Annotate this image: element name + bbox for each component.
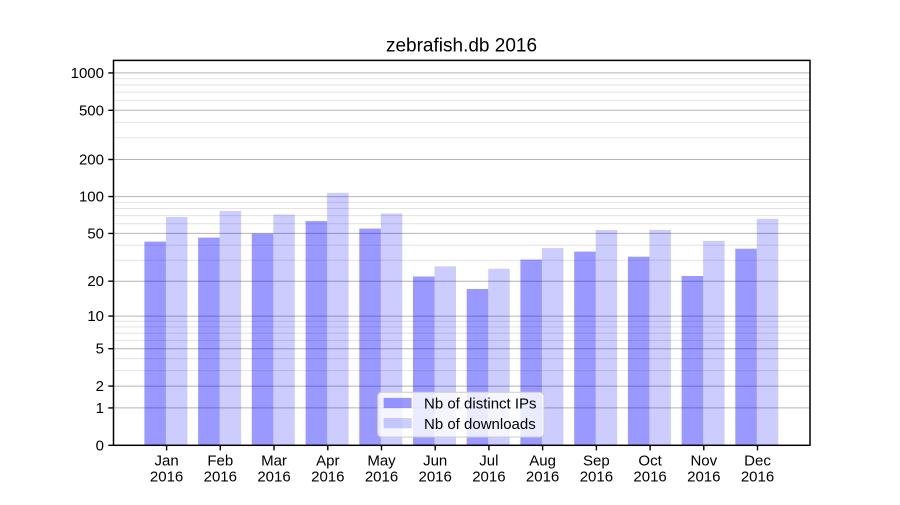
- svg-text:Jun: Jun: [423, 452, 447, 469]
- svg-text:Jul: Jul: [479, 452, 498, 469]
- svg-text:Feb: Feb: [207, 452, 233, 469]
- svg-text:5: 5: [96, 341, 104, 358]
- svg-text:Apr: Apr: [316, 452, 339, 469]
- svg-text:50: 50: [87, 225, 104, 242]
- svg-text:Nb of distinct IPs: Nb of distinct IPs: [424, 395, 537, 412]
- svg-text:2016: 2016: [150, 468, 183, 485]
- svg-text:Mar: Mar: [261, 452, 287, 469]
- svg-text:20: 20: [87, 273, 104, 290]
- svg-text:1: 1: [96, 400, 104, 417]
- svg-text:Nov: Nov: [690, 452, 717, 469]
- svg-text:Aug: Aug: [529, 452, 556, 469]
- svg-text:Sep: Sep: [583, 452, 610, 469]
- svg-text:Oct: Oct: [638, 452, 662, 469]
- svg-text:2016: 2016: [311, 468, 344, 485]
- svg-text:2016: 2016: [204, 468, 237, 485]
- svg-text:2016: 2016: [365, 468, 398, 485]
- svg-text:Jan: Jan: [155, 452, 179, 469]
- svg-text:2016: 2016: [580, 468, 613, 485]
- svg-text:2016: 2016: [741, 468, 774, 485]
- svg-text:500: 500: [79, 102, 104, 119]
- svg-text:2016: 2016: [419, 468, 452, 485]
- svg-text:2016: 2016: [257, 468, 290, 485]
- svg-text:2016: 2016: [687, 468, 720, 485]
- svg-text:Nb of downloads: Nb of downloads: [424, 416, 536, 433]
- svg-text:2016: 2016: [526, 468, 559, 485]
- svg-text:2016: 2016: [633, 468, 666, 485]
- svg-text:Dec: Dec: [744, 452, 771, 469]
- svg-text:0: 0: [96, 437, 104, 454]
- svg-text:2016: 2016: [472, 468, 505, 485]
- svg-text:May: May: [367, 452, 396, 469]
- svg-text:zebrafish.db 2016: zebrafish.db 2016: [386, 36, 537, 57]
- svg-text:2: 2: [96, 378, 104, 395]
- svg-text:200: 200: [79, 152, 104, 169]
- svg-text:10: 10: [87, 308, 104, 325]
- svg-text:100: 100: [79, 189, 104, 206]
- svg-text:1000: 1000: [71, 65, 104, 82]
